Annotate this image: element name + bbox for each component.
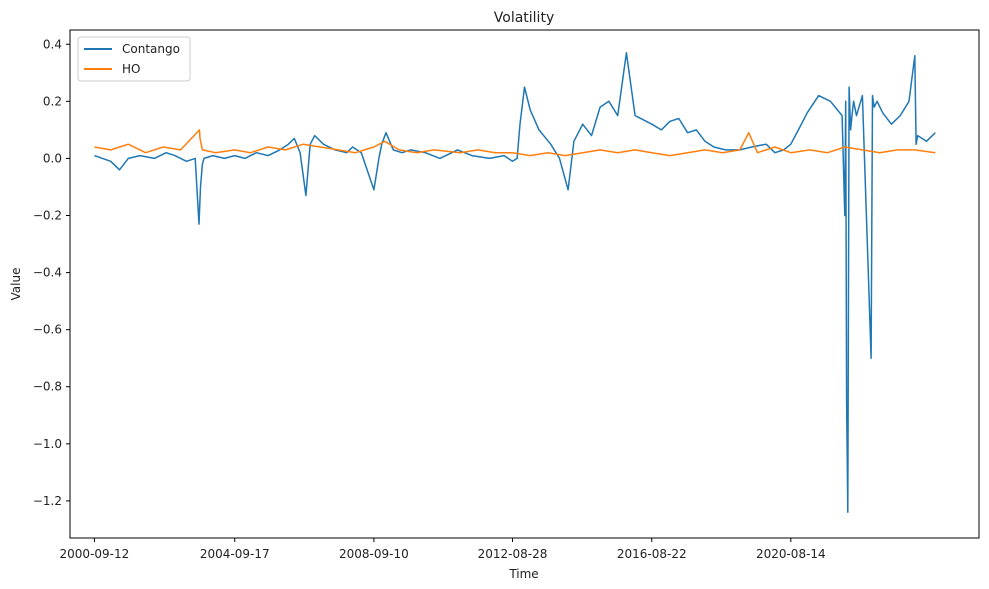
plot-frame	[69, 29, 980, 539]
x-axis: 2000-09-12 2004-09-17 2008-09-10 2012-08-28…	[60, 538, 826, 561]
y-axis: 0.4 0.2 0.0 −0.2 −0.4 −0.6 −0.8 −1.0 −1.2	[33, 37, 70, 508]
plot-area	[69, 29, 980, 539]
y-tick-label: −1.0	[33, 437, 62, 451]
series-line-ho	[94, 129, 936, 157]
x-tick-label: 2012-08-28	[478, 547, 548, 561]
x-tick-label: 2000-09-12	[60, 547, 130, 561]
chart-title: Volatility	[494, 10, 554, 26]
y-tick-label: 0.4	[43, 37, 62, 51]
y-tick-label: −0.2	[33, 209, 62, 223]
plot-background	[70, 30, 979, 538]
x-tick-label: 2004-09-17	[200, 547, 270, 561]
x-tick-label: 2016-08-22	[617, 547, 687, 561]
x-tick-label: 2008-09-10	[339, 547, 409, 561]
x-tick-label: 2020-08-14	[756, 547, 826, 561]
series-line-contango	[94, 52, 936, 514]
y-tick-label: 0.2	[43, 94, 62, 108]
x-axis-title: Time	[508, 567, 538, 581]
y-tick-label: −0.8	[33, 380, 62, 394]
legend-label-ho: HO	[122, 62, 140, 76]
y-tick-label: −1.2	[33, 494, 62, 508]
y-tick-label: 0.0	[43, 151, 62, 165]
y-tick-label: −0.6	[33, 323, 62, 337]
legend-label-contango: Contango	[122, 42, 180, 56]
y-axis-title: Value	[9, 268, 23, 301]
legend: Contango HO	[77, 36, 191, 82]
series-layer	[94, 52, 936, 514]
y-tick-label: −0.4	[33, 266, 62, 280]
